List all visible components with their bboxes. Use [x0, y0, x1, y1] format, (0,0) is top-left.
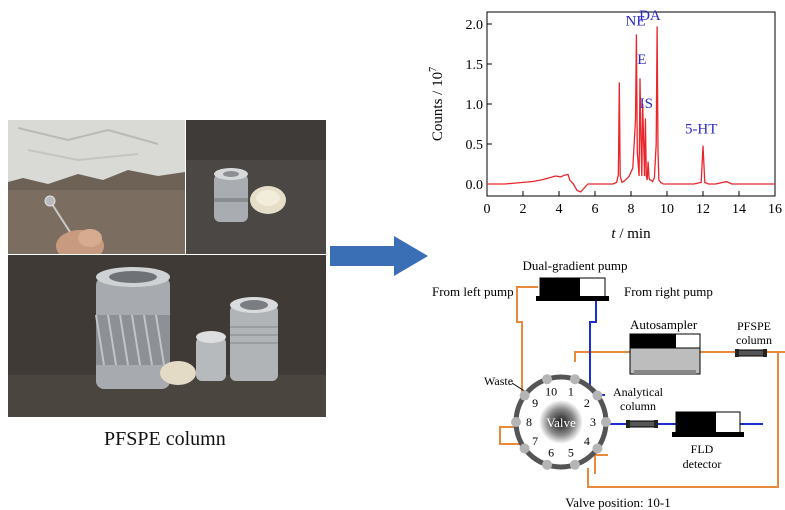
- valve-port-dot: [511, 417, 521, 427]
- valve-port-dot: [592, 390, 603, 401]
- valve-port-dot: [519, 390, 530, 401]
- x-tick-label: 10: [660, 202, 674, 217]
- valve-port-dot: [569, 374, 580, 385]
- peak-label: E: [637, 52, 646, 68]
- hplc-schematic: Dual-gradient pump From left pump From r…: [432, 258, 785, 510]
- analytical-label: Analytical: [613, 385, 664, 399]
- pump-label: Dual-gradient pump: [522, 258, 627, 273]
- x-tick-label: 0: [484, 202, 491, 217]
- valve-port-dot: [569, 459, 580, 470]
- analytical-column-label: column: [620, 399, 656, 413]
- peak-label: IS: [640, 96, 653, 112]
- y-tick-label: 2.0: [466, 18, 484, 33]
- x-tick-label: 16: [768, 202, 782, 217]
- valve-port-number: 6: [548, 445, 554, 459]
- valve-position-label: Valve position: 10-1: [565, 495, 670, 510]
- valve-port-number: 7: [532, 434, 538, 448]
- analytical-column-device: [626, 420, 658, 428]
- valve-label: Valve: [546, 415, 576, 430]
- x-tick-label: 14: [732, 202, 746, 217]
- x-tick-label: 8: [628, 202, 635, 217]
- foil-needle-picture: [8, 120, 185, 254]
- photo-column-parts-small: [186, 120, 326, 254]
- column-assembly-picture: [8, 255, 326, 417]
- peak-label: DA: [639, 8, 661, 24]
- series-line: [487, 26, 775, 193]
- autosampler-label: Autosampler: [630, 317, 698, 332]
- pfspe-column-label: column: [736, 333, 772, 347]
- peak-label: NE: [626, 14, 646, 30]
- valve-port-number: 5: [568, 445, 574, 459]
- x-axis-label: t / min: [611, 226, 651, 242]
- column-parts-small-picture: [186, 120, 326, 254]
- waste-pointer: [511, 382, 527, 393]
- valve-port-dot: [592, 443, 603, 454]
- pfspe-label: PFSPE: [737, 319, 771, 333]
- valve-port-number: 3: [590, 415, 596, 429]
- fld-detector-device: [672, 411, 744, 437]
- valve-port-number: 10: [545, 385, 557, 399]
- photo-caption: PFSPE column: [104, 428, 226, 450]
- valve-port-dot: [542, 459, 553, 470]
- x-tick-label: 2: [520, 202, 527, 217]
- from-right-label: From right pump: [624, 284, 713, 299]
- plot-frame: [486, 11, 776, 197]
- autosampler-device: [629, 333, 701, 375]
- valve-port-number: 8: [526, 415, 532, 429]
- y-tick-label: 0.0: [466, 178, 484, 193]
- pfspe-column-device: [735, 349, 767, 357]
- peak-label: 5-HT: [685, 122, 718, 138]
- y-tick-label: 0.5: [466, 138, 484, 153]
- valve-port-number: 9: [532, 396, 538, 410]
- valve-port-dot: [601, 417, 611, 427]
- valve-port-number: 2: [584, 396, 590, 410]
- photo-foil-needle: [8, 120, 185, 254]
- x-tick-label: 6: [592, 202, 599, 217]
- x-tick-label: 12: [696, 202, 710, 217]
- y-axis-label: Counts / 107: [428, 67, 446, 141]
- y-tick-label: 1.5: [466, 58, 484, 73]
- right-arrow-icon: [330, 236, 428, 276]
- valve-port-dot: [519, 443, 530, 454]
- from-left-label: From left pump: [432, 284, 514, 299]
- waste-label: Waste: [484, 374, 513, 388]
- valve-port-number: 1: [568, 385, 574, 399]
- y-tick-label: 1.0: [466, 98, 484, 113]
- fld-label: FLD: [691, 442, 714, 456]
- photo-column-assembly: [8, 255, 326, 417]
- valve-port-number: 4: [584, 434, 590, 448]
- pump-device: [536, 277, 609, 301]
- x-tick-label: 4: [556, 202, 563, 217]
- detector-label: detector: [683, 457, 722, 471]
- valve-port-dot: [542, 374, 553, 385]
